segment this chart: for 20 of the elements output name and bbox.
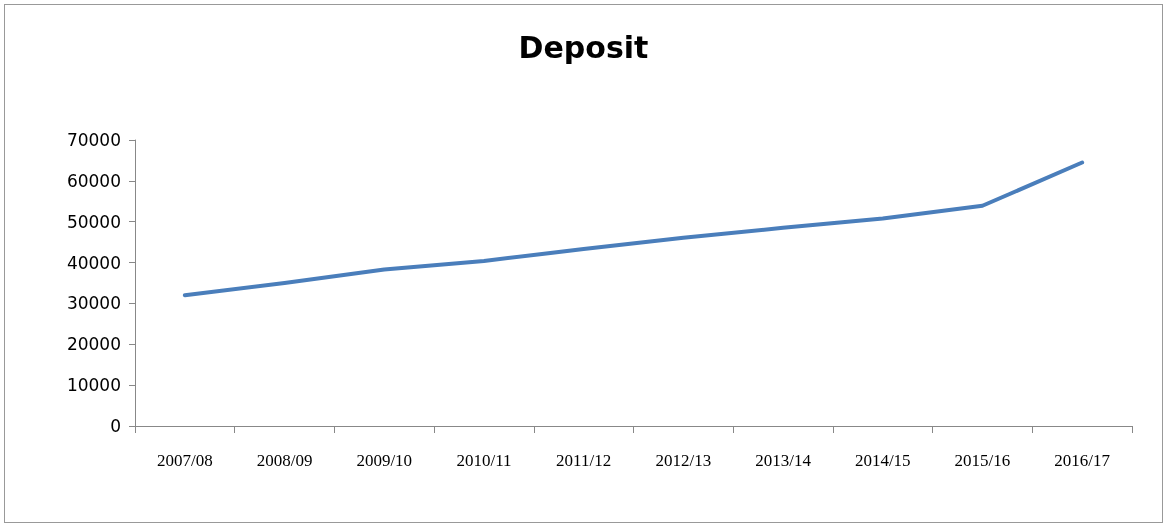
- x-tick-label: 2011/12: [556, 451, 612, 470]
- x-tick-label: 2010/11: [456, 451, 512, 470]
- x-tick-label: 2015/16: [954, 451, 1011, 470]
- x-tick-label: 2008/09: [256, 451, 313, 470]
- line-series: [182, 160, 1085, 298]
- x-tick-label: 2009/10: [356, 451, 413, 470]
- y-tick-label: 70000: [66, 130, 121, 150]
- chart-title: Deposit: [518, 29, 649, 65]
- y-tick-label: 20000: [66, 334, 121, 355]
- x-tick-label: 2007/08: [156, 451, 213, 470]
- y-tick-label: 50000: [66, 211, 121, 232]
- y-tick-label: 0: [110, 416, 121, 436]
- y-tick-label: 30000: [66, 293, 121, 314]
- y-tick-label: 60000: [66, 170, 121, 191]
- x-tick-label: 2012/13: [655, 451, 712, 470]
- x-tick-label: 2014/15: [854, 451, 911, 470]
- x-tick-label: 2013/14: [755, 451, 812, 470]
- x-tick-label: 2016/17: [1054, 451, 1111, 470]
- y-tick-label: 10000: [66, 375, 121, 396]
- y-tick-label: 40000: [66, 252, 121, 273]
